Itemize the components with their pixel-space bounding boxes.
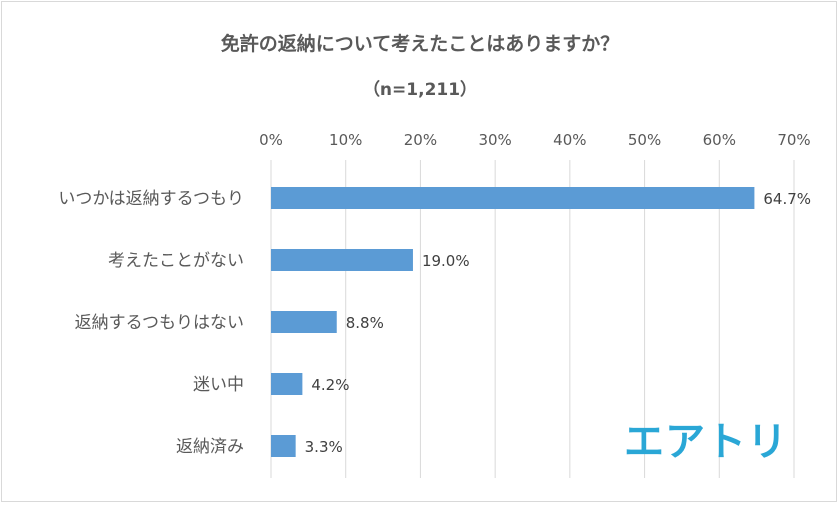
category-label: 返納済み — [176, 437, 244, 457]
bar — [271, 249, 413, 271]
data-label: 64.7% — [763, 190, 811, 208]
chart-title: 免許の返納について考えたことはありますか？ — [221, 32, 619, 55]
x-tick-label: 60% — [703, 131, 736, 149]
x-tick-label: 40% — [553, 131, 586, 149]
category-label: 考えたことがない — [108, 251, 244, 271]
bar — [271, 435, 296, 457]
category-label: いつかは返納するつもり — [58, 189, 244, 209]
gridlines — [270, 160, 795, 478]
bar — [271, 187, 755, 209]
bar — [271, 373, 303, 395]
category-label: 返納するつもりはない — [75, 313, 244, 333]
category-label: 迷い中 — [193, 375, 244, 395]
x-tick-label: 0% — [259, 131, 283, 149]
bars — [271, 187, 755, 457]
x-tick-label: 50% — [628, 131, 661, 149]
x-axis-ticks: 0% 10% 20% 30% 40% 50% 60% 70% — [259, 131, 811, 149]
data-label: 8.8% — [346, 314, 384, 332]
bar — [271, 311, 337, 333]
x-tick-label: 70% — [777, 131, 810, 149]
data-labels: 64.7% 19.0% 8.8% 4.2% 3.3% — [305, 190, 811, 456]
data-label: 3.3% — [305, 438, 343, 456]
data-label: 19.0% — [422, 252, 470, 270]
data-label: 4.2% — [311, 376, 349, 394]
chart-subtitle: （n=1,211） — [363, 79, 477, 100]
x-tick-label: 20% — [404, 131, 437, 149]
x-tick-label: 30% — [478, 131, 511, 149]
x-tick-label: 10% — [329, 131, 362, 149]
airtrip-logo: エアトリ — [624, 419, 788, 465]
